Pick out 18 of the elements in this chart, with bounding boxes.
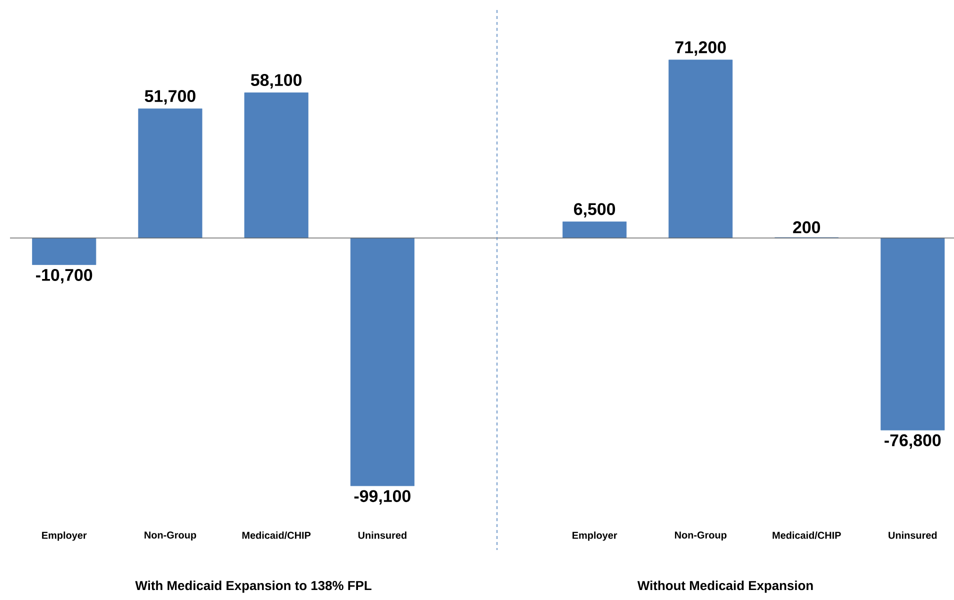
x-tick-label: Medicaid/CHIP: [772, 532, 841, 539]
data-label: 51,700: [144, 90, 196, 104]
x-tick-label: Uninsured: [358, 532, 406, 539]
data-label: 6,500: [574, 203, 616, 218]
x-tick-label: Employer: [572, 532, 618, 541]
x-axis-title: Without Medicaid Expansion: [637, 580, 813, 593]
data-label: 58,100: [250, 74, 302, 88]
data-label: 200: [793, 221, 820, 234]
x-tick-label: Non-Group: [674, 532, 726, 541]
x-tick-label: Uninsured: [888, 532, 937, 539]
data-label: -99,100: [354, 490, 410, 505]
x-tick-label: Employer: [42, 532, 87, 541]
data-label: -76,800: [884, 434, 941, 449]
data-label: -10,700: [36, 268, 92, 284]
data-label: 71,200: [675, 41, 726, 56]
x-axis-title: With Medicaid Expansion to 138% FPL: [135, 580, 372, 593]
x-tick-label: Medicaid/CHIP: [242, 532, 311, 539]
x-tick-label: Non-Group: [144, 532, 196, 541]
